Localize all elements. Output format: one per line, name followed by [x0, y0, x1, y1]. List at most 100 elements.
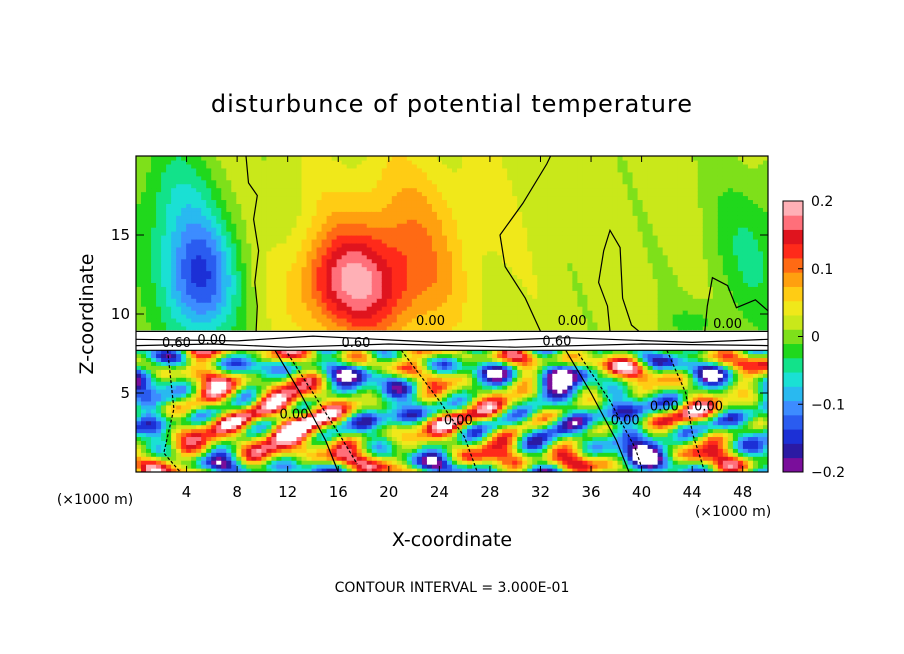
heatmap-cell [436, 385, 443, 390]
heatmap-cell [341, 294, 348, 299]
heatmap-cell [416, 357, 423, 362]
heatmap-cell [316, 357, 323, 362]
heatmap-cell [386, 452, 393, 457]
heatmap-cell [336, 448, 343, 453]
heatmap-cell [271, 432, 278, 438]
heatmap-cell [216, 329, 222, 335]
heatmap-cell [386, 349, 393, 355]
heatmap-cell [391, 306, 398, 311]
heatmap-cell [311, 432, 318, 438]
heatmap-cell [161, 440, 167, 445]
heatmap-cell [381, 191, 388, 197]
heatmap-cell [156, 203, 162, 208]
heatmap-cell [331, 282, 338, 287]
heatmap-cell [251, 428, 257, 434]
heatmap-cell [176, 420, 182, 426]
heatmap-cell [216, 207, 222, 212]
heatmap-cell [366, 377, 373, 382]
heatmap-cell [136, 416, 142, 422]
heatmap-cell [286, 432, 293, 438]
heatmap-cell [216, 254, 222, 260]
heatmap-cell [376, 456, 383, 461]
heatmap-cell [151, 294, 157, 299]
heatmap-cell [291, 242, 298, 248]
heatmap-cell [301, 159, 308, 165]
heatmap-cell [266, 428, 273, 434]
heatmap-cell [361, 306, 368, 311]
heatmap-cell [416, 460, 423, 465]
heatmap-cell [136, 456, 142, 461]
heatmap-cell [281, 448, 288, 453]
heatmap-cell [351, 250, 358, 256]
heatmap-cell [201, 440, 207, 445]
heatmap-cell [431, 424, 438, 430]
heatmap-cell [281, 278, 288, 283]
heatmap-cell [321, 357, 328, 362]
heatmap-cell [281, 227, 288, 232]
heatmap-cell [266, 246, 273, 252]
heatmap-cell [416, 250, 423, 256]
heatmap-cell [406, 242, 413, 248]
heatmap-cell [211, 203, 217, 208]
heatmap-cell [331, 203, 338, 208]
heatmap-cell [166, 349, 172, 355]
heatmap-cell [246, 282, 252, 287]
heatmap-cell [256, 325, 262, 331]
heatmap-cell [426, 468, 433, 472]
heatmap-cell [426, 464, 433, 469]
heatmap-cell [171, 238, 177, 244]
heatmap-cell [421, 321, 428, 327]
heatmap-cell [156, 396, 162, 402]
heatmap-cell [406, 416, 413, 422]
heatmap-cell [211, 444, 217, 449]
heatmap-cell [151, 254, 157, 260]
heatmap-cell [436, 270, 443, 276]
heatmap-cell [151, 329, 157, 335]
heatmap-cell [251, 377, 257, 382]
heatmap-cell [401, 171, 408, 177]
heatmap-cell [416, 171, 423, 177]
heatmap-cell [271, 183, 278, 189]
heatmap-cell [221, 254, 227, 260]
heatmap-cell [166, 412, 172, 418]
heatmap-cell [316, 456, 323, 461]
heatmap-cell [236, 424, 242, 430]
heatmap-cell [311, 452, 318, 457]
heatmap-cell [371, 231, 378, 236]
heatmap-cell [241, 159, 247, 165]
heatmap-cell [356, 428, 363, 434]
heatmap-cell [256, 286, 262, 291]
heatmap-cell [266, 231, 273, 236]
heatmap-cell [216, 345, 222, 351]
heatmap-cell [436, 199, 443, 204]
heatmap-cell [166, 468, 172, 472]
heatmap-cell [286, 231, 293, 236]
heatmap-cell [391, 159, 398, 165]
heatmap-cell [246, 396, 252, 402]
heatmap-cell [226, 195, 232, 201]
heatmap-cell [421, 353, 428, 359]
heatmap-cell [411, 171, 418, 177]
heatmap-cell [341, 400, 348, 406]
heatmap-cell [391, 440, 398, 445]
heatmap-cell [341, 432, 348, 438]
heatmap-cell [231, 235, 237, 240]
heatmap-cell [406, 215, 413, 220]
heatmap-cell [416, 436, 423, 441]
heatmap-cell [146, 254, 152, 260]
heatmap-cell [281, 298, 288, 303]
heatmap-cell [266, 365, 273, 370]
heatmap-cell [176, 306, 182, 311]
heatmap-cell [306, 389, 313, 394]
heatmap-cell [271, 227, 278, 232]
heatmap-cell [281, 290, 288, 295]
heatmap-cell [201, 345, 207, 351]
heatmap-cell [156, 258, 162, 264]
heatmap-cell [396, 298, 403, 303]
heatmap-cell [176, 436, 182, 441]
heatmap-cell [381, 195, 388, 201]
heatmap-cell [301, 270, 308, 276]
heatmap-cell [176, 321, 182, 327]
heatmap-cell [446, 365, 453, 370]
heatmap-cell [351, 400, 358, 406]
